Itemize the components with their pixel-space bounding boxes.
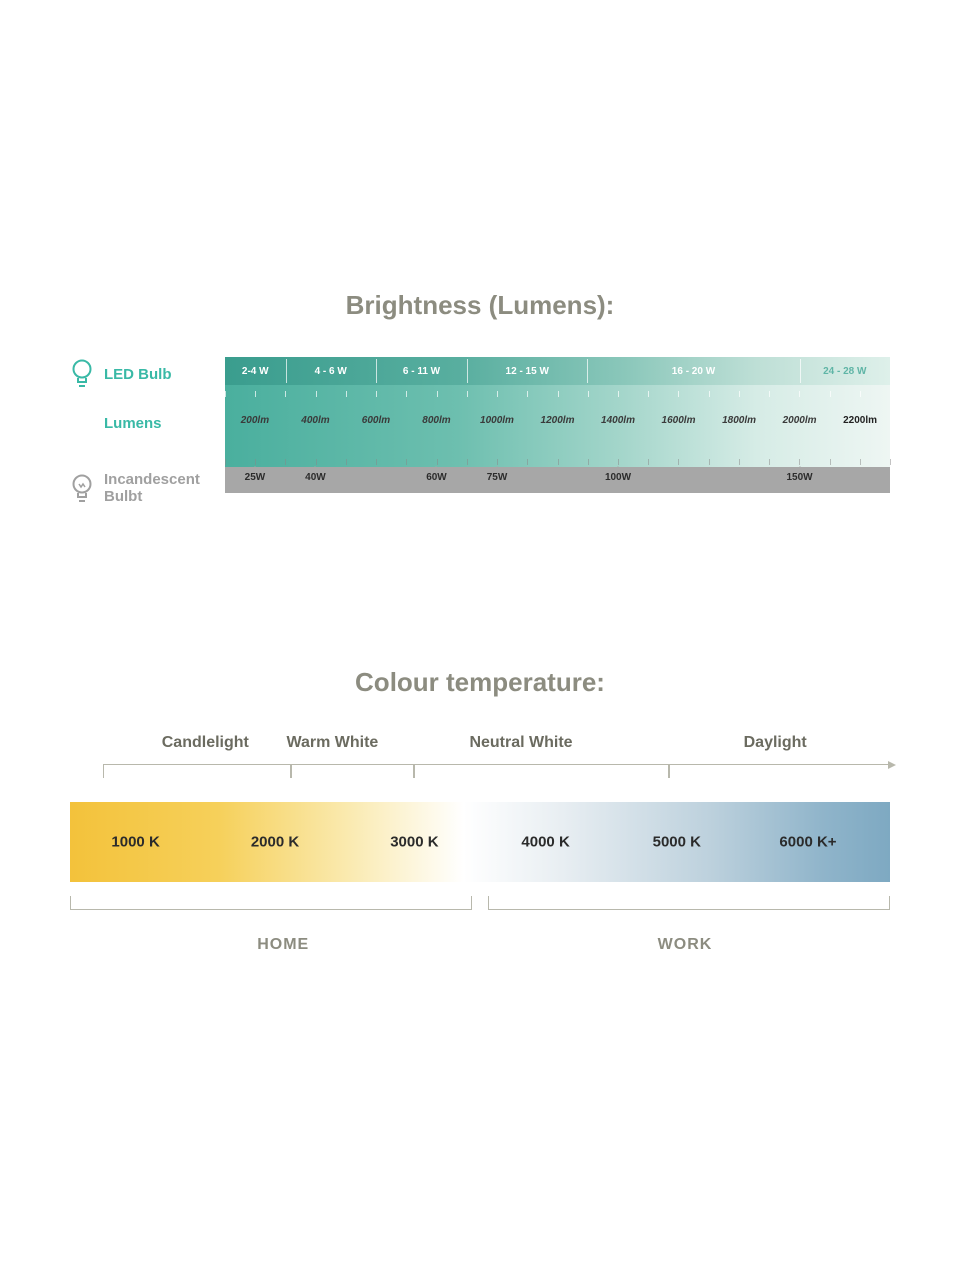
incandescent-value: 100W <box>605 472 631 483</box>
lumen-value: 600lm <box>362 415 390 426</box>
kelvin-value: 3000 K <box>390 834 438 851</box>
lumen-value: 1000lm <box>480 415 514 426</box>
lumens-row-label: Lumens <box>70 415 215 432</box>
lumen-value: 800lm <box>422 415 450 426</box>
incandescent-value: 25W <box>245 472 266 483</box>
lumen-value: 1800lm <box>722 415 756 426</box>
lumen-value: 1600lm <box>662 415 696 426</box>
lumen-value: 2000lm <box>783 415 817 426</box>
colour-temperature-bar: 1000 K 2000 K 3000 K 4000 K 5000 K 6000 K+ <box>70 802 890 882</box>
led-label-text: LED Bulb <box>104 366 172 383</box>
lumen-value: 200lm <box>241 415 269 426</box>
ticks-bottom <box>225 455 890 465</box>
lumen-value: 1400lm <box>601 415 635 426</box>
incandescent-label-text: Incandescent Bulbt <box>104 472 215 505</box>
lumen-value: 1200lm <box>541 415 575 426</box>
incandescent-row-label: Incandescent Bulbt <box>70 472 215 505</box>
colour-category: Neutral White <box>469 734 572 752</box>
colour-category: Daylight <box>744 734 807 752</box>
colour-temp-title: Colour temperature: <box>70 667 890 698</box>
brightness-chart: LED Bulb Lumens Incandescent Bulbt 2-4 W… <box>0 357 960 547</box>
colour-brackets-top <box>70 764 890 784</box>
led-range: 4 - 6 W <box>286 357 376 385</box>
incandescent-value: 75W <box>487 472 508 483</box>
kelvin-value: 4000 K <box>521 834 569 851</box>
incandescent-value: 40W <box>305 472 326 483</box>
colour-temperature-chart: Colour temperature: Candlelight Warm Whit… <box>0 667 960 966</box>
incandescent-value: 150W <box>786 472 812 483</box>
led-bulb-icon <box>70 359 94 389</box>
zone-label: HOME <box>257 936 309 954</box>
kelvin-value: 6000 K+ <box>779 834 836 851</box>
incandescent-value: 60W <box>426 472 447 483</box>
incandescent-strip: 25W 40W 60W 75W 100W 150W <box>225 467 890 493</box>
lumen-labels: 200lm 400lm 600lm 800lm 1000lm 1200lm 1400lm 16… <box>225 415 890 435</box>
lumens-label-text: Lumens <box>70 415 162 432</box>
led-range: 12 - 15 W <box>467 357 587 385</box>
brightness-title: Brightness (Lumens): <box>0 290 960 321</box>
colour-brackets-bottom <box>70 896 890 916</box>
zone-label: WORK <box>658 936 713 954</box>
colour-category: Warm White <box>286 734 378 752</box>
kelvin-value: 2000 K <box>251 834 299 851</box>
kelvin-value: 1000 K <box>111 834 159 851</box>
incandescent-bulb-icon <box>70 474 94 504</box>
led-range: 2-4 W <box>225 357 286 385</box>
kelvin-value: 5000 K <box>653 834 701 851</box>
colour-category-labels: Candlelight Warm White Neutral White Daylig… <box>70 734 890 760</box>
ticks-top <box>225 391 890 401</box>
led-range: 6 - 11 W <box>376 357 467 385</box>
lumen-value: 2200lm <box>843 415 877 426</box>
led-row-label: LED Bulb <box>70 359 215 389</box>
colour-zone-labels: HOME WORK <box>70 936 890 966</box>
led-wattage-strip: 2-4 W4 - 6 W6 - 11 W12 - 15 W16 - 20 W24… <box>225 357 890 385</box>
led-range: 16 - 20 W <box>587 357 799 385</box>
lumens-gradient-box: 2-4 W4 - 6 W6 - 11 W12 - 15 W16 - 20 W24… <box>225 357 890 467</box>
led-range: 24 - 28 W <box>800 357 890 385</box>
lumen-value: 400lm <box>301 415 329 426</box>
colour-category: Candlelight <box>162 734 249 752</box>
